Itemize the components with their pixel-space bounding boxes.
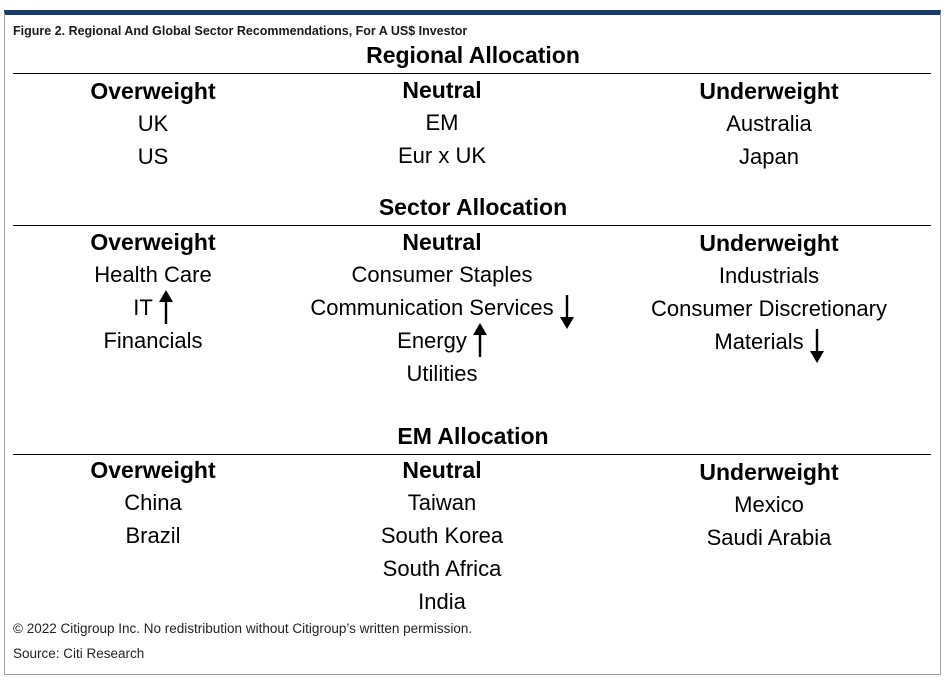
section-title-sector: Sector Allocation <box>378 194 568 220</box>
arrow-down-icon <box>809 329 824 364</box>
list-item: EM <box>282 106 602 139</box>
figure-frame <box>4 10 941 675</box>
column-header-overweight: Overweight <box>90 229 216 255</box>
item-label-energy: Energy <box>397 328 467 353</box>
item-label-south-korea: South Korea <box>380 523 504 548</box>
regional-overweight-column: Overweight UK US <box>0 75 313 173</box>
item-label-brazil: Brazil <box>125 523 181 548</box>
item-label-consumer-staples: Consumer Staples <box>351 262 533 287</box>
item-label-us: US <box>137 144 169 169</box>
list-item: Japan <box>609 140 929 173</box>
list-item: Communication Services <box>282 291 602 330</box>
list-item: IT <box>0 290 313 325</box>
list-item: Eur x UK <box>282 139 602 172</box>
list-item: Utilities <box>282 357 602 390</box>
list-item: Materials <box>609 325 929 364</box>
column-header-overweight: Overweight <box>90 457 216 483</box>
item-label-consumer-discretionary: Consumer Discretionary <box>651 296 887 321</box>
list-item: Financials <box>0 324 313 357</box>
list-item: Australia <box>609 107 929 140</box>
item-label-industrials: Industrials <box>718 263 820 288</box>
item-label-em: EM <box>425 110 459 135</box>
copyright-note: © 2022 Citigroup Inc. No redistribution … <box>13 621 473 636</box>
section-title-regional: Regional Allocation <box>366 42 580 68</box>
section-rule <box>13 225 931 226</box>
item-label-communication-services: Communication Services <box>310 295 554 320</box>
item-label-it: IT <box>133 295 153 320</box>
section-rule <box>13 454 931 455</box>
list-item: China <box>0 486 313 519</box>
sector-overweight-column: Overweight Health Care IT Financials <box>0 226 313 357</box>
source-note: Source: Citi Research <box>13 646 145 661</box>
list-item: Saudi Arabia <box>609 521 929 554</box>
item-label-india: India <box>418 589 466 614</box>
column-header-overweight: Overweight <box>90 78 216 104</box>
list-item: Consumer Staples <box>282 258 602 291</box>
column-header-underweight: Underweight <box>699 459 839 485</box>
list-item: South Korea <box>282 519 602 552</box>
list-item: US <box>0 140 313 173</box>
list-item: UK <box>0 107 313 140</box>
column-header-neutral: Neutral <box>402 229 482 255</box>
list-item: Brazil <box>0 519 313 552</box>
item-label-financials: Financials <box>103 328 203 353</box>
item-label-eur-x-uk: Eur x UK <box>397 143 487 168</box>
column-header-underweight: Underweight <box>699 78 839 104</box>
item-label-saudi-arabia: Saudi Arabia <box>706 525 832 550</box>
item-label-south-africa: South Africa <box>382 556 502 581</box>
arrow-up-icon <box>158 290 173 325</box>
list-item: South Africa <box>282 552 602 585</box>
section-rule <box>13 73 931 74</box>
section-title-em: EM Allocation <box>397 423 549 449</box>
item-label-mexico: Mexico <box>734 492 804 517</box>
item-label-utilities: Utilities <box>406 361 478 386</box>
item-label-materials: Materials <box>714 329 804 354</box>
sector-underweight-column: Underweight Industrials Consumer Discretio… <box>609 227 929 364</box>
em-underweight-column: Underweight Mexico Saudi Arabia <box>609 456 929 554</box>
list-item: Energy <box>282 323 602 358</box>
em-overweight-column: Overweight China Brazil <box>0 454 313 552</box>
arrow-down-icon <box>559 295 574 330</box>
item-label-china: China <box>124 490 182 515</box>
sector-neutral-column: Neutral Consumer Staples Communication Ser… <box>282 226 602 390</box>
regional-underweight-column: Underweight Australia Japan <box>609 75 929 173</box>
regional-neutral-column: Neutral EM Eur x UK <box>282 74 602 172</box>
column-header-neutral: Neutral <box>402 457 482 483</box>
list-item: India <box>282 585 602 618</box>
item-label-uk: UK <box>137 111 169 136</box>
list-item: Mexico <box>609 488 929 521</box>
list-item: Industrials <box>609 259 929 292</box>
list-item: Consumer Discretionary <box>609 292 929 325</box>
item-label-australia: Australia <box>726 111 812 136</box>
item-label-japan: Japan <box>739 144 799 169</box>
list-item: Health Care <box>0 258 313 291</box>
arrow-up-icon <box>472 323 487 358</box>
item-label-health-care: Health Care <box>94 262 212 287</box>
item-label-taiwan: Taiwan <box>407 490 477 515</box>
column-header-neutral: Neutral <box>402 77 482 103</box>
em-neutral-column: Neutral Taiwan South Korea South Africa Indi… <box>282 454 602 618</box>
figure-title: Figure 2. Regional And Global Sector Rec… <box>13 24 468 38</box>
column-header-underweight: Underweight <box>699 230 839 256</box>
list-item: Taiwan <box>282 486 602 519</box>
